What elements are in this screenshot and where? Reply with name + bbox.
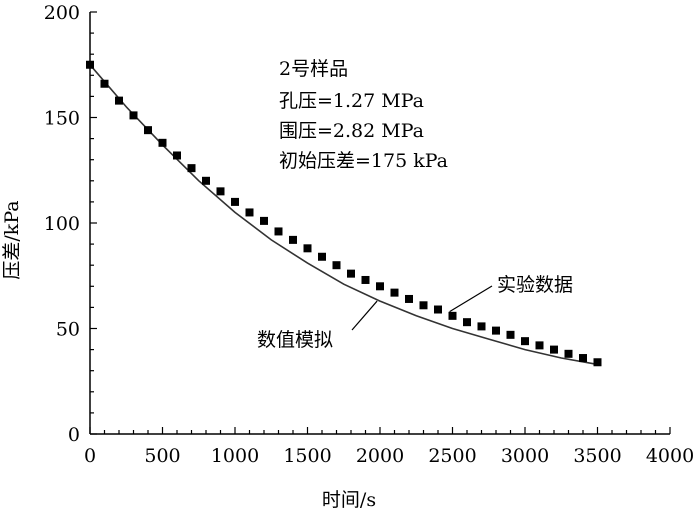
data-point-experiment xyxy=(564,349,573,358)
data-point-experiment xyxy=(115,96,123,105)
x-tick-label: 2500 xyxy=(428,445,476,467)
x-axis-label: 时间/s xyxy=(322,489,376,511)
data-point-experiment xyxy=(434,305,442,314)
data-point-experiment xyxy=(129,111,138,120)
y-tick-labels: 0 50 100 150 200 xyxy=(44,2,80,446)
data-point-experiment xyxy=(477,322,486,331)
x-tick-label: 0 xyxy=(84,445,96,467)
plot-area xyxy=(86,60,602,367)
y-tick-label: 50 xyxy=(56,319,80,341)
data-point-experiment xyxy=(550,345,558,354)
data-point-experiment xyxy=(173,151,181,160)
annotation-confining-pressure: 围压=2.82 MPa xyxy=(279,120,424,142)
data-point-experiment xyxy=(274,227,283,236)
x-tick-label: 3500 xyxy=(573,445,621,467)
y-axis-label: 压差/kPa xyxy=(1,200,23,279)
data-point-experiment xyxy=(332,261,341,270)
annotation-initial-pressure-diff: 初始压差=175 kPa xyxy=(279,150,448,172)
data-point-experiment xyxy=(216,187,225,196)
data-point-experiment xyxy=(419,301,428,310)
data-point-experiment xyxy=(202,176,210,185)
x-tick-label: 1000 xyxy=(211,445,259,467)
data-point-experiment xyxy=(579,354,587,363)
x-tick-label: 1500 xyxy=(283,445,331,467)
data-point-experiment xyxy=(86,60,94,69)
y-tick-label: 150 xyxy=(44,108,80,130)
x-tick-label: 2000 xyxy=(356,445,404,467)
annotation-block: 2号样品 孔压=1.27 MPa 围压=2.82 MPa 初始压差=175 kP… xyxy=(279,58,448,172)
data-point-experiment xyxy=(376,282,384,291)
data-point-experiment xyxy=(231,197,239,206)
data-point-experiment xyxy=(593,358,602,367)
leader-line-experiment xyxy=(449,285,493,313)
data-point-experiment xyxy=(448,311,457,320)
y-tick-label: 100 xyxy=(44,213,80,235)
data-point-experiment xyxy=(260,216,268,225)
data-point-experiment xyxy=(390,288,399,297)
annotation-sample: 2号样品 xyxy=(279,58,348,80)
data-point-experiment xyxy=(535,341,544,350)
data-point-experiment xyxy=(187,164,196,173)
data-point-experiment xyxy=(521,337,529,346)
axes xyxy=(89,12,670,435)
x-tick-labels: 0 500 1000 1500 2000 2500 3000 3500 4000 xyxy=(84,445,694,467)
y-tick-label: 0 xyxy=(68,424,80,446)
data-point-experiment xyxy=(158,138,167,147)
leader-line-simulation xyxy=(351,300,378,331)
data-point-experiment xyxy=(303,244,312,253)
x-tick-label: 3000 xyxy=(501,445,549,467)
data-point-experiment xyxy=(405,294,413,303)
x-tick-label: 4000 xyxy=(646,445,694,467)
data-point-experiment xyxy=(347,269,355,278)
y-tick-label: 200 xyxy=(44,2,80,24)
data-point-experiment xyxy=(361,275,370,284)
data-point-experiment xyxy=(100,79,109,88)
data-point-experiment xyxy=(144,126,152,135)
x-tick-label: 500 xyxy=(144,445,180,467)
ticks xyxy=(89,11,671,435)
data-point-experiment xyxy=(289,235,297,244)
data-point-experiment xyxy=(318,252,326,261)
data-point-experiment xyxy=(245,208,254,217)
series-label-experiment: 实验数据 xyxy=(497,274,573,296)
data-point-experiment xyxy=(492,326,500,335)
data-point-experiment xyxy=(463,318,471,327)
series-label-simulation: 数值模拟 xyxy=(257,329,333,351)
annotation-pore-pressure: 孔压=1.27 MPa xyxy=(279,90,424,112)
data-point-experiment xyxy=(506,330,515,339)
